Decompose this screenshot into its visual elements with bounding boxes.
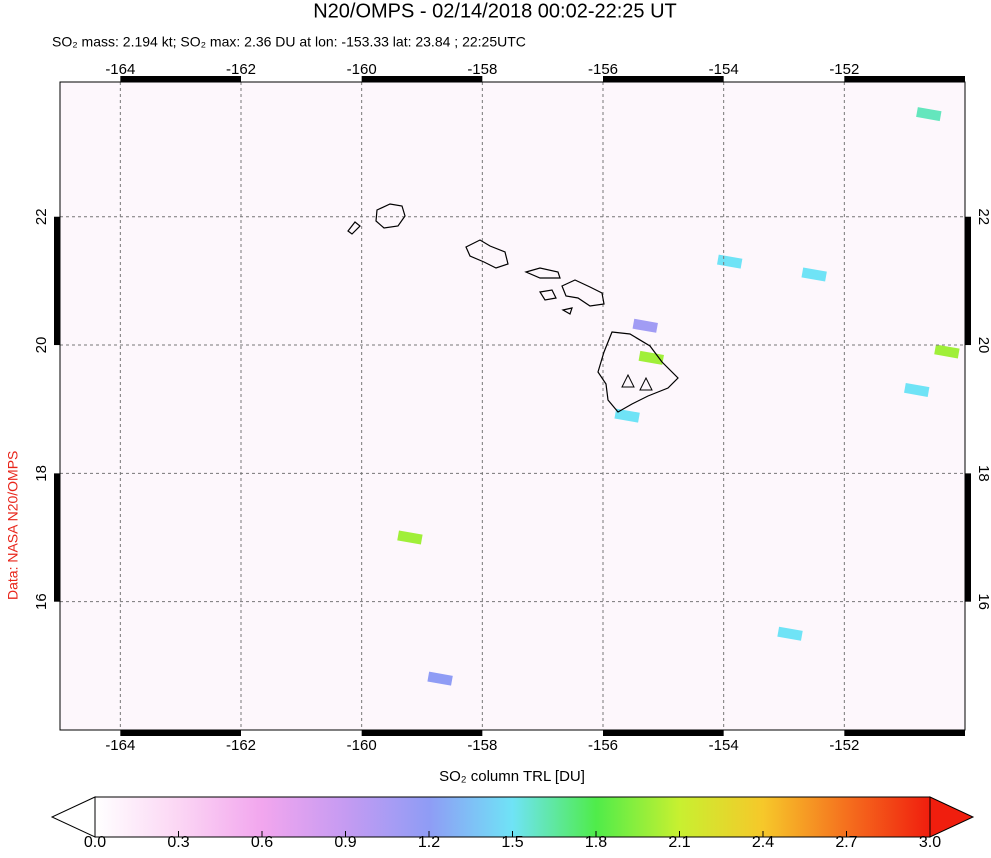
frame-bars: [54, 76, 971, 736]
hawaii: [597, 331, 679, 413]
colorbar-tick-label: 0.9: [334, 834, 356, 851]
pixels: [397, 107, 960, 686]
frame-bar: [54, 473, 60, 602]
so2-pixel: [397, 530, 423, 545]
volcano-markers: [621, 373, 653, 391]
map-frame: [59, 81, 966, 731]
x-tick-label-bottom: -162: [226, 737, 256, 754]
y-tick-label-left: 18: [33, 465, 50, 482]
colorbar-tick-label: 1.2: [418, 834, 440, 851]
x-tick-label-top: -154: [709, 61, 739, 78]
colorbar-ramp: [94, 796, 931, 838]
frame-bar: [361, 76, 483, 82]
y-tick-label-right: 22: [975, 208, 991, 225]
colorbar-tick-label: 3.0: [919, 834, 941, 851]
x-tick-label-top: -156: [588, 61, 618, 78]
so2-pixel: [427, 671, 453, 686]
molokai: [524, 267, 561, 279]
colorbar: [50, 796, 975, 838]
credit: Data: NASA N20/OMPS: [5, 451, 21, 600]
y-tick-label-right: 20: [975, 337, 991, 354]
x-tick-label-top: -162: [226, 61, 256, 78]
frame-bar: [965, 473, 971, 602]
map: [54, 76, 971, 736]
so2-pixel: [904, 382, 930, 397]
frame-bar: [120, 76, 241, 82]
frame-bar: [965, 216, 971, 346]
x-tick-label-top: -160: [347, 61, 377, 78]
so2-pixel: [632, 318, 658, 333]
kauai: [347, 203, 406, 235]
title: N20/OMPS - 02/14/2018 00:02-22:25 UT: [313, 0, 677, 22]
frame-bar: [603, 76, 724, 82]
so2-pixel: [916, 107, 942, 122]
x-tick-label-bottom: -158: [467, 737, 497, 754]
x-tick-label-bottom: -160: [347, 737, 377, 754]
colorbar-tick-label: 2.1: [668, 834, 690, 851]
subtitle: SO₂ mass: 2.194 kt; SO₂ max: 2.36 DU at …: [52, 34, 526, 50]
frame-bar: [120, 730, 241, 736]
x-tick-label-top: -152: [829, 61, 859, 78]
y-tick-label-left: 22: [33, 208, 50, 225]
x-tick-label-bottom: -156: [588, 737, 618, 754]
map-background: [60, 82, 965, 730]
colorbar-tick-label: 1.8: [585, 834, 607, 851]
colorbar-label: SO₂ column TRL [DU]: [439, 768, 585, 785]
y-tick-label-left: 20: [33, 337, 50, 354]
maui: [539, 279, 605, 315]
so2-pixel: [638, 350, 664, 365]
colorbar-tick-label: 0.3: [167, 834, 189, 851]
x-tick-label-bottom: -152: [829, 737, 859, 754]
colorbar-high-arrow: [929, 796, 975, 838]
so2-pixel: [614, 408, 640, 423]
x-tick-label-bottom: -164: [105, 737, 135, 754]
colorbar-low-arrow: [50, 796, 96, 838]
x-tick-label-top: -164: [105, 61, 135, 78]
so2-pixel: [777, 626, 803, 641]
y-tick-label-left: 16: [33, 593, 50, 610]
colorbar-tick-label: 0.6: [251, 834, 273, 851]
colorbar-tick-label: 1.5: [501, 834, 523, 851]
frame-bar: [844, 76, 965, 82]
so2-pixel: [801, 267, 827, 282]
colorbar-tick-label: 2.7: [835, 834, 857, 851]
frame-bar: [844, 730, 965, 736]
grid: [60, 82, 965, 730]
colorbar-tick-label: 2.4: [752, 834, 774, 851]
frame-bar: [603, 730, 724, 736]
x-tick-label-bottom: -154: [709, 737, 739, 754]
so2-pixel: [934, 344, 960, 359]
x-tick-label-top: -158: [467, 61, 497, 78]
frame-bar: [361, 730, 483, 736]
frame-bar: [54, 216, 60, 346]
oahu: [465, 239, 509, 269]
y-tick-label-right: 16: [975, 593, 991, 610]
colorbar-tick-label: 0.0: [84, 834, 106, 851]
y-tick-label-right: 18: [975, 465, 991, 482]
